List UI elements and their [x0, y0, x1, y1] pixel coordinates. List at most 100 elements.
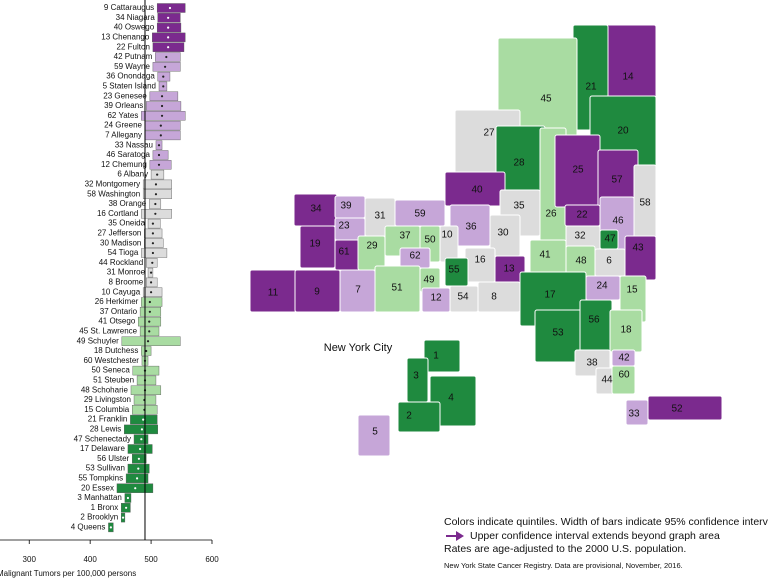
rate-dot — [154, 212, 157, 215]
county-number: 21 — [585, 82, 597, 93]
county-number: 7 — [355, 285, 361, 296]
county-label: 37 Ontario — [100, 307, 138, 316]
rate-dot — [121, 516, 125, 519]
rate-dot — [163, 65, 167, 68]
county-label: 29 Livingston — [84, 395, 131, 404]
county-number: 36 — [465, 222, 477, 233]
note: Upper confidence interval extends beyond… — [470, 530, 720, 542]
rate-dot — [142, 418, 145, 421]
county-number: 8 — [491, 292, 497, 303]
county-number: 6 — [606, 256, 612, 267]
county-number: 58 — [639, 198, 651, 209]
county-number: 48 — [575, 256, 587, 267]
rate-dot — [167, 26, 170, 29]
rate-dot — [157, 153, 161, 157]
county-number: 45 — [540, 94, 552, 105]
county-label: 55 Tompkins — [78, 474, 123, 483]
county-label: 47 Schenectady — [74, 434, 131, 443]
rate-dot — [137, 457, 140, 460]
county-number: 29 — [366, 241, 378, 252]
county-number: 41 — [539, 250, 551, 261]
county-number: 4 — [448, 393, 454, 404]
county-label: 28 Lewis — [90, 425, 122, 434]
rate-dot — [139, 447, 142, 451]
county-number: 24 — [596, 281, 608, 292]
rate-dot — [151, 222, 155, 225]
rate-dot — [167, 36, 170, 39]
county-number: 33 — [628, 409, 640, 420]
county-number: 3 — [413, 371, 419, 382]
county-label: 7 Allegany — [105, 131, 142, 140]
county-number: 47 — [604, 234, 616, 245]
county — [423, 339, 461, 373]
rate-dot — [140, 438, 143, 441]
county-label: 34 Niagara — [116, 13, 156, 22]
county-number: 1 — [433, 351, 439, 362]
county-label: 41 Otsego — [98, 317, 135, 326]
county-number: 35 — [513, 201, 525, 212]
county — [477, 281, 521, 313]
county-label: 8 Broome — [109, 278, 144, 287]
county — [429, 375, 477, 427]
county-label: 40 Oswego — [114, 23, 155, 32]
county-number: 19 — [309, 239, 321, 250]
county-number: 62 — [409, 251, 421, 262]
county-label: 49 Schuyler — [77, 336, 120, 345]
rate-dot — [151, 242, 155, 245]
county-number: 18 — [620, 325, 632, 336]
interval-bar — [142, 179, 172, 190]
interval-bar — [141, 248, 168, 258]
county-number: 16 — [474, 255, 486, 266]
interval-bar — [147, 218, 161, 229]
county-number: 20 — [617, 126, 629, 137]
county-number: 49 — [423, 275, 435, 286]
county-number: 43 — [632, 243, 644, 254]
rate-dot — [168, 6, 172, 10]
county-number: 31 — [374, 211, 386, 222]
x-axis-label: Malignant Tumors per 100,000 persons — [0, 569, 136, 578]
rate-dot — [154, 202, 157, 206]
county-number: 28 — [513, 158, 525, 169]
x-tick-label: 500 — [144, 555, 158, 564]
rate-dot — [148, 320, 151, 323]
county — [374, 265, 421, 313]
rate-dot — [149, 271, 153, 274]
rate-dot — [146, 340, 150, 343]
county-label: 56 Ulster — [97, 454, 129, 463]
county-label: 60 Westchester — [84, 356, 140, 365]
interval-bar — [144, 120, 181, 131]
county-number: 14 — [622, 72, 634, 83]
county-number: 44 — [601, 375, 613, 386]
x-tick-label: 600 — [205, 555, 219, 564]
county-label: 4 Queens — [71, 523, 106, 532]
county-number: 53 — [552, 328, 564, 339]
county-label: 16 Cortland — [97, 209, 138, 218]
county-number: 38 — [586, 358, 598, 369]
county-label: 10 Cayuga — [101, 287, 140, 296]
county-label: 54 Tioga — [108, 248, 139, 257]
county-label: 24 Greene — [104, 121, 142, 130]
interval-bar — [152, 150, 169, 160]
interval-bar — [141, 111, 186, 121]
county-number: 52 — [671, 404, 683, 415]
county-number: 30 — [497, 228, 509, 239]
rate-dot — [125, 506, 128, 509]
rate-dot — [149, 291, 153, 294]
county-label: 45 St. Lawrence — [79, 327, 137, 336]
rate-dot — [148, 310, 151, 313]
county-label: 27 Jefferson — [97, 229, 141, 238]
rate-dot — [167, 46, 170, 49]
interval-bar — [149, 160, 172, 170]
county-label: 12 Chemung — [101, 160, 147, 169]
county-label: 9 Cattaraugus — [104, 3, 154, 12]
rate-dot — [134, 487, 137, 490]
county-label: 32 Montgomery — [85, 180, 141, 189]
county-number: 61 — [338, 247, 350, 258]
county-label: 62 Yates — [107, 111, 138, 120]
county-number: 2 — [406, 411, 412, 422]
rate-dot — [137, 467, 140, 470]
rate-dot — [156, 173, 159, 176]
rate-dot — [157, 144, 161, 147]
county-label: 6 Albany — [117, 170, 148, 179]
